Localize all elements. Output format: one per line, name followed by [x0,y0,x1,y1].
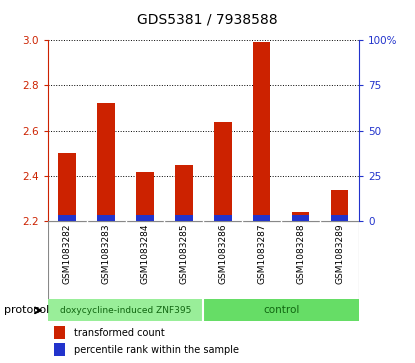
Text: GSM1083288: GSM1083288 [296,224,305,284]
Text: GSM1083283: GSM1083283 [102,224,110,284]
Bar [54,326,65,339]
Bar [331,215,348,221]
Text: GSM1083287: GSM1083287 [257,224,266,284]
Bar [136,215,154,221]
Bar [203,299,359,321]
Bar [54,343,65,356]
Bar [214,122,232,221]
Text: percentile rank within the sample: percentile rank within the sample [75,344,239,355]
Text: GSM1083282: GSM1083282 [63,224,72,284]
Bar [98,215,115,221]
Text: GSM1083286: GSM1083286 [218,224,227,284]
Text: control: control [263,305,299,315]
Bar [59,215,76,221]
Text: GSM1083289: GSM1083289 [335,224,344,284]
Bar [331,190,348,221]
Bar [59,154,76,221]
Text: GSM1083284: GSM1083284 [141,224,149,284]
Bar [214,215,232,221]
Bar [253,42,271,221]
Bar [292,212,309,221]
Bar [48,299,203,321]
Bar [253,215,271,221]
Text: doxycycline-induced ZNF395: doxycycline-induced ZNF395 [60,306,191,315]
Bar [175,165,193,221]
Text: GSM1083285: GSM1083285 [179,224,188,284]
Text: transformed count: transformed count [75,327,165,338]
Text: GDS5381 / 7938588: GDS5381 / 7938588 [137,13,278,27]
Bar [292,215,309,221]
Text: protocol: protocol [4,305,49,315]
Bar [175,215,193,221]
Bar [98,103,115,221]
Bar [136,172,154,221]
